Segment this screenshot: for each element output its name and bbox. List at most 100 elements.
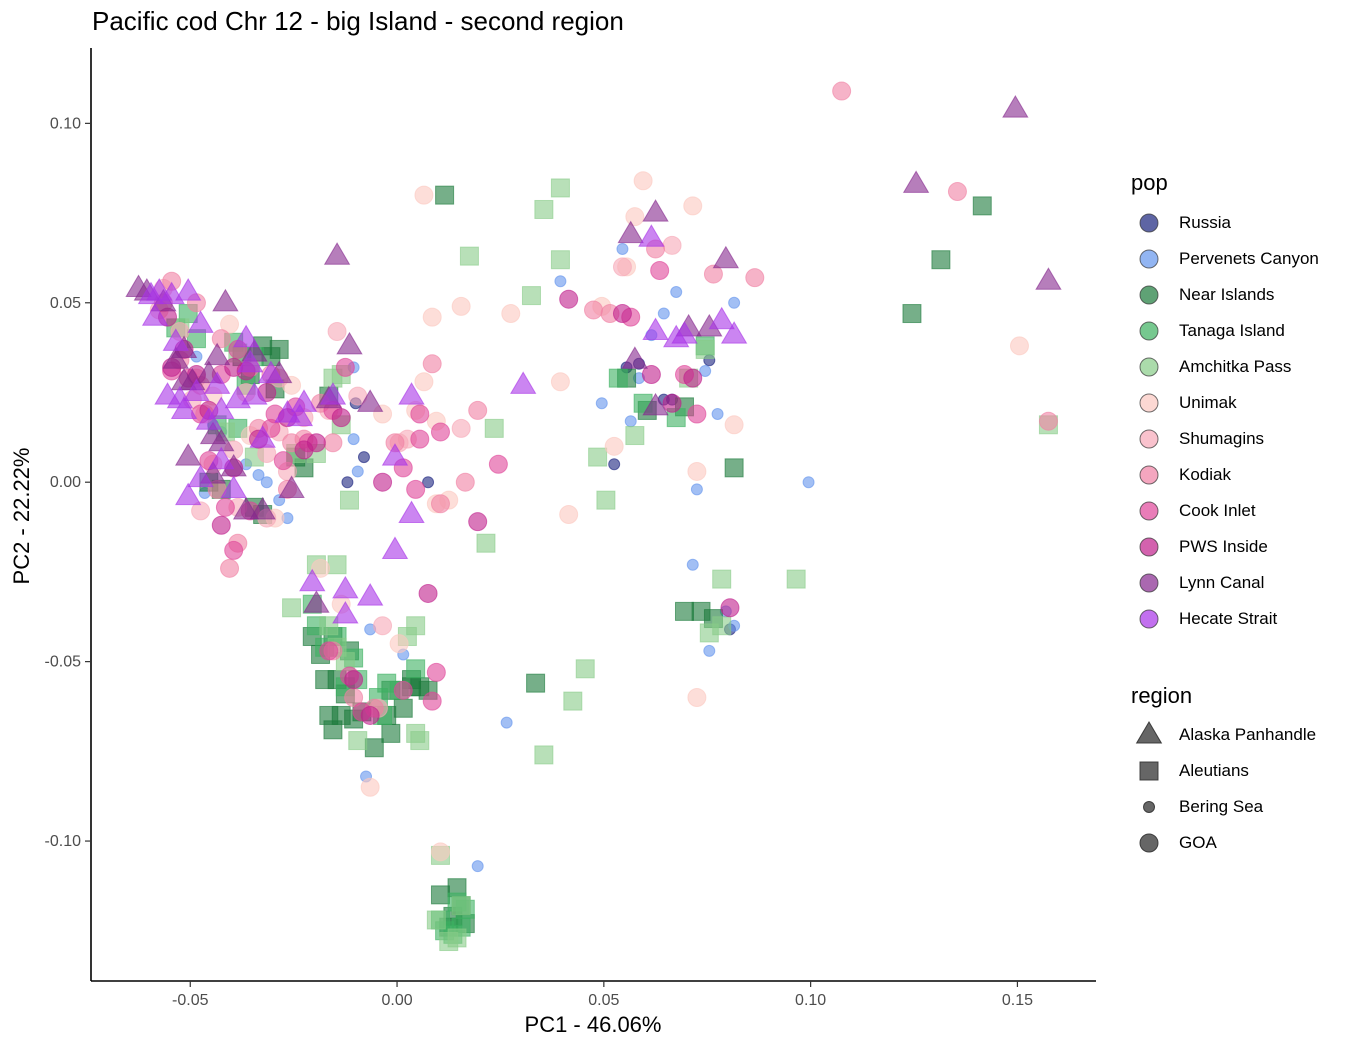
data-point	[232, 324, 260, 348]
legend-region-label: Bering Sea	[1179, 797, 1264, 816]
y-tick-label: 0.05	[50, 295, 81, 312]
data-point	[373, 616, 393, 636]
data-point	[534, 199, 554, 219]
data-point	[299, 568, 326, 592]
data-point	[418, 583, 438, 603]
data-point	[237, 349, 264, 373]
data-point	[249, 496, 276, 520]
data-point	[662, 393, 682, 413]
data-point	[398, 500, 425, 524]
data-point	[351, 465, 364, 478]
data-point	[526, 673, 546, 693]
data-point	[208, 396, 235, 419]
data-point	[695, 339, 715, 359]
data-point	[435, 185, 455, 205]
data-point	[199, 421, 227, 445]
data-point	[687, 461, 707, 481]
data-point	[484, 418, 504, 438]
legend-region-key	[1139, 761, 1159, 781]
data-point	[617, 220, 644, 244]
data-point	[662, 324, 690, 348]
data-point	[724, 415, 744, 435]
data-point	[455, 472, 475, 492]
data-point	[550, 178, 570, 198]
data-point	[286, 403, 314, 427]
data-point	[341, 476, 354, 489]
data-point	[137, 281, 165, 305]
data-point	[252, 469, 265, 482]
data-point	[596, 490, 616, 510]
data-point	[162, 328, 190, 351]
y-axis-label: PC2 - 22.22%	[9, 447, 34, 585]
data-point	[509, 371, 537, 394]
data-point	[559, 289, 579, 309]
data-point	[550, 372, 570, 392]
data-point	[476, 533, 496, 553]
data-point	[1009, 336, 1029, 356]
legend-pop-label: Kodiak	[1179, 465, 1231, 484]
data-point	[357, 451, 370, 464]
data-point	[584, 300, 603, 320]
data-point	[1038, 411, 1058, 431]
y-tick-label: 0.10	[50, 115, 81, 132]
data-point	[468, 512, 488, 532]
data-point	[422, 476, 435, 489]
data-point	[724, 458, 744, 478]
data-point	[311, 558, 331, 578]
data-point	[588, 447, 608, 467]
legend-pop-label: Hecate Strait	[1179, 609, 1278, 628]
data-point	[332, 575, 359, 599]
data-point	[232, 496, 260, 520]
data-point	[534, 745, 554, 765]
data-point	[141, 303, 169, 326]
data-point	[220, 314, 240, 334]
data-points	[125, 81, 1062, 952]
data-point	[220, 558, 240, 578]
legend-pop-key	[1139, 537, 1159, 557]
data-point	[947, 182, 967, 202]
legend-region-label: Aleutians	[1179, 761, 1249, 780]
data-point	[319, 641, 339, 661]
data-point	[501, 304, 521, 324]
legend-pop-label: Tanaga Island	[1179, 321, 1285, 340]
data-point	[471, 860, 484, 873]
data-point	[422, 691, 442, 711]
data-point	[902, 170, 930, 193]
data-point	[174, 443, 202, 466]
data-point	[174, 482, 202, 506]
data-point	[703, 264, 723, 284]
data-point	[315, 670, 335, 690]
data-point	[273, 451, 293, 471]
data-point	[720, 598, 740, 618]
data-point	[625, 207, 645, 227]
data-point	[381, 443, 409, 466]
data-point	[662, 235, 682, 255]
legend-pop-key	[1139, 213, 1159, 233]
data-point	[356, 583, 384, 606]
data-point	[451, 296, 471, 316]
x-tick-label: -0.05	[172, 992, 209, 1009]
legend-pop-label: PWS Inside	[1179, 537, 1268, 556]
legend-pop-key	[1139, 285, 1159, 305]
data-point	[699, 364, 712, 377]
data-point	[191, 501, 211, 521]
data-point	[373, 472, 393, 492]
data-point	[931, 250, 951, 270]
data-point	[183, 378, 210, 402]
data-point	[459, 246, 479, 266]
data-point	[670, 286, 683, 299]
legend-pop-label: Unimak	[1179, 393, 1237, 412]
data-point	[212, 288, 239, 312]
data-point	[691, 601, 711, 621]
data-point	[720, 321, 748, 344]
data-point	[608, 458, 621, 471]
data-point	[211, 329, 231, 349]
data-point	[657, 307, 670, 320]
data-point	[269, 339, 289, 359]
data-point	[451, 896, 471, 916]
data-point	[364, 738, 384, 758]
data-point	[410, 404, 430, 424]
data-point	[224, 540, 244, 560]
legend-pop-key	[1139, 321, 1159, 341]
